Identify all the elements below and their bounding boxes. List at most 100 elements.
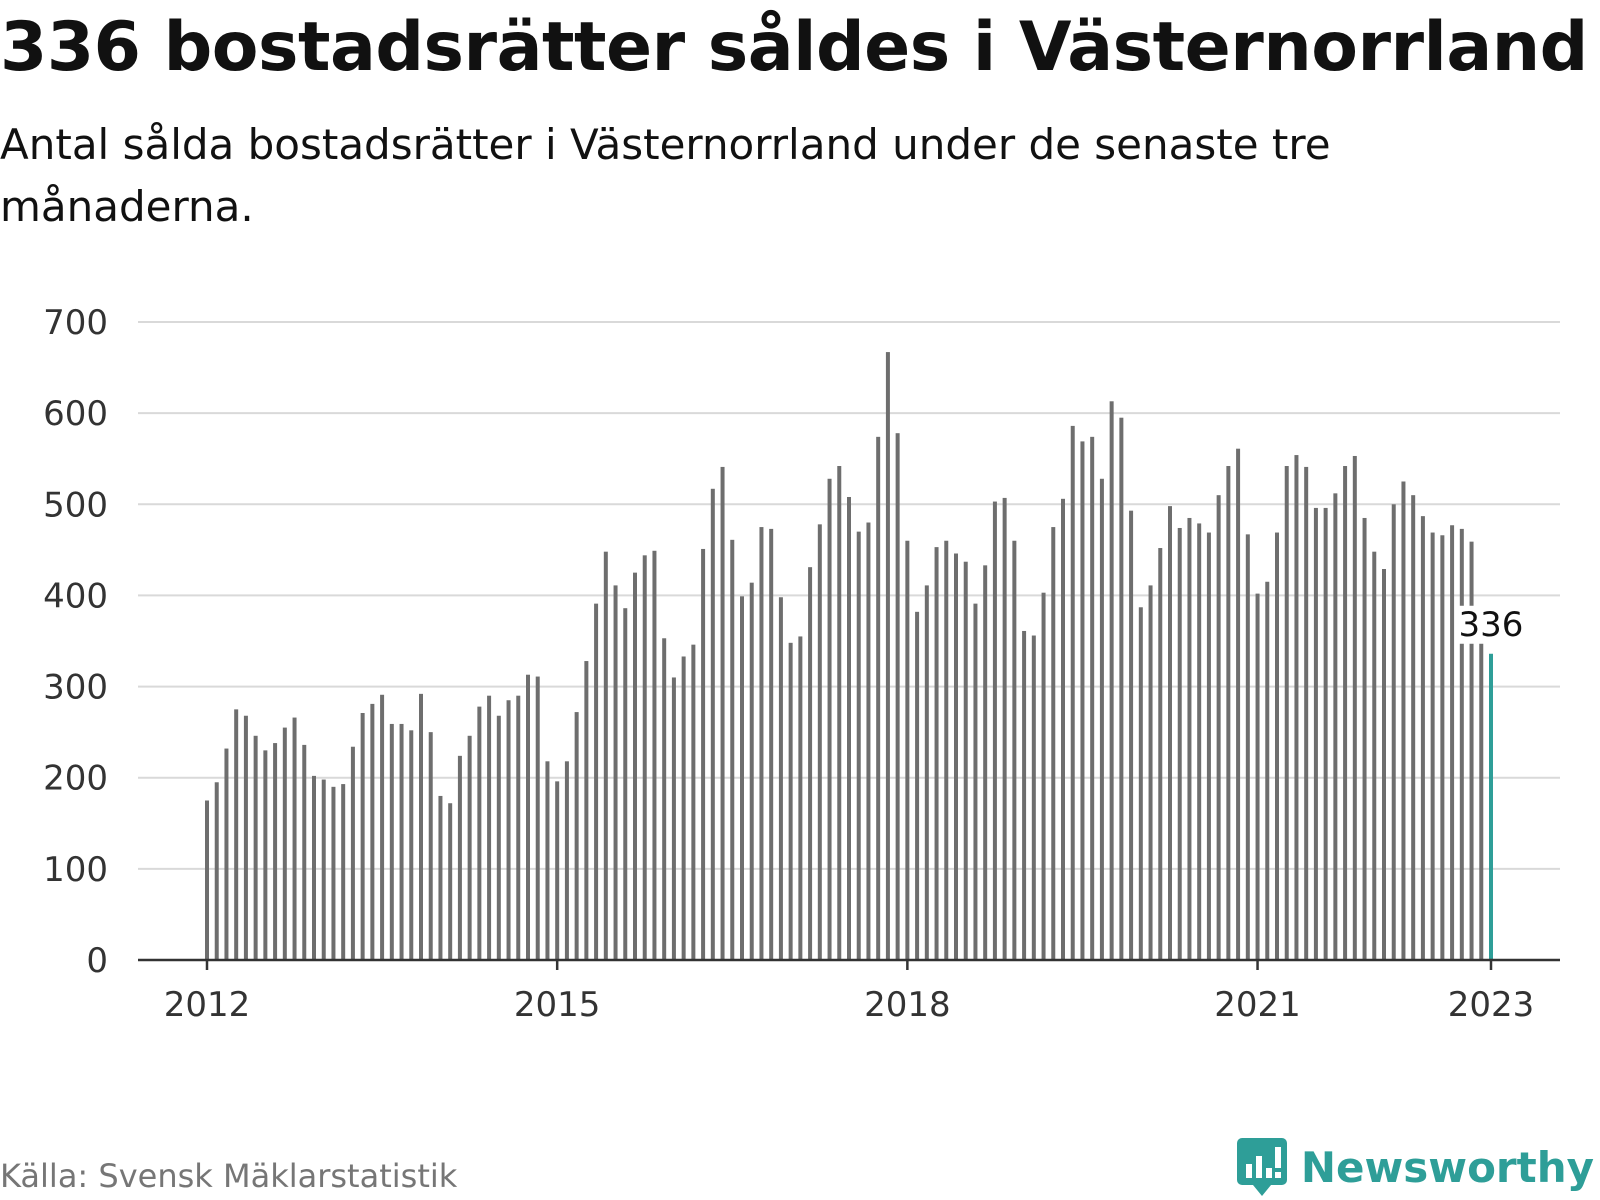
bar	[1236, 448, 1241, 960]
bar	[350, 746, 355, 960]
brand: Newsworthy	[1236, 1137, 1594, 1197]
bar-label-background	[1455, 605, 1525, 644]
bar	[584, 661, 589, 960]
bar	[370, 703, 375, 960]
bar	[1430, 532, 1435, 960]
bar	[273, 743, 278, 960]
bar	[302, 744, 307, 960]
bar	[1080, 441, 1085, 960]
bar	[992, 501, 997, 960]
bar	[603, 551, 608, 960]
bar	[915, 611, 920, 960]
bar	[224, 748, 229, 960]
bar	[710, 488, 715, 960]
bar	[1090, 436, 1095, 961]
bar	[477, 706, 482, 960]
bar	[389, 723, 394, 960]
bar	[642, 555, 647, 960]
bar	[506, 700, 511, 960]
bar	[1294, 455, 1299, 960]
bar	[924, 585, 929, 960]
chart-subtitle: Antal sålda bostadsrätter i Västernorrla…	[0, 120, 1331, 231]
x-tick-label: 2021	[1214, 985, 1301, 1025]
x-tick-label: 2023	[1448, 985, 1535, 1025]
bar	[837, 466, 842, 960]
bar	[1226, 466, 1231, 960]
bar	[633, 572, 637, 960]
bar	[545, 761, 550, 960]
bar	[769, 528, 774, 960]
bar	[1343, 466, 1348, 960]
bar	[1401, 481, 1406, 960]
bar	[623, 608, 628, 960]
bar	[448, 803, 453, 960]
bar	[438, 795, 443, 960]
bar	[934, 547, 939, 960]
bar	[963, 561, 968, 960]
bar	[827, 478, 832, 960]
bar	[1352, 455, 1357, 960]
bar	[428, 732, 433, 960]
bar	[292, 717, 297, 960]
bar-highlight	[1489, 653, 1493, 960]
y-tick-label: 100	[43, 850, 108, 890]
bar	[691, 644, 696, 960]
bar	[282, 727, 287, 960]
bar	[253, 735, 258, 960]
bars	[205, 352, 1493, 961]
bar-chart-speech-bubble-icon	[1236, 1138, 1287, 1196]
bar	[564, 761, 569, 960]
bar	[1284, 466, 1289, 960]
bar	[720, 466, 725, 960]
bar	[847, 496, 851, 960]
bar	[1420, 516, 1425, 960]
bar	[1061, 498, 1065, 960]
bar	[817, 524, 822, 960]
bar	[1109, 401, 1114, 960]
bar	[1168, 506, 1172, 960]
bar	[331, 786, 336, 960]
bar	[1002, 497, 1007, 960]
bar	[1333, 493, 1338, 960]
bar	[740, 596, 744, 960]
bar	[380, 694, 385, 960]
bar	[516, 695, 521, 960]
annotations: 336	[1455, 605, 1525, 645]
x-tick-label: 2012	[164, 985, 251, 1025]
bar	[1479, 635, 1484, 960]
bar	[1051, 527, 1056, 960]
bar	[1265, 581, 1270, 960]
bar	[409, 730, 414, 960]
bar	[885, 352, 890, 961]
bar	[749, 582, 754, 960]
y-tick-label: 600	[43, 394, 108, 434]
bar	[1041, 592, 1046, 960]
bar	[1070, 425, 1075, 960]
bar	[205, 800, 209, 960]
x-tick-label: 2015	[514, 985, 601, 1025]
bar	[954, 553, 958, 960]
bar	[1012, 540, 1017, 960]
bar	[1119, 417, 1124, 960]
bar	[1362, 517, 1367, 960]
bar	[1216, 495, 1221, 960]
bar	[419, 693, 423, 960]
highlight-value-label: 336	[1459, 605, 1524, 645]
bar	[1138, 607, 1143, 960]
bar	[652, 550, 657, 960]
bar	[856, 531, 861, 960]
bar	[983, 565, 988, 960]
bar	[1206, 532, 1211, 960]
bar	[730, 539, 735, 960]
bar	[876, 436, 881, 961]
bar	[263, 750, 268, 960]
bar	[905, 540, 910, 960]
bar	[1197, 523, 1202, 960]
bar	[1158, 548, 1163, 960]
bar	[574, 712, 579, 960]
bar	[1275, 532, 1279, 960]
bar	[496, 715, 501, 960]
bar	[555, 781, 560, 960]
bar	[1099, 478, 1104, 960]
